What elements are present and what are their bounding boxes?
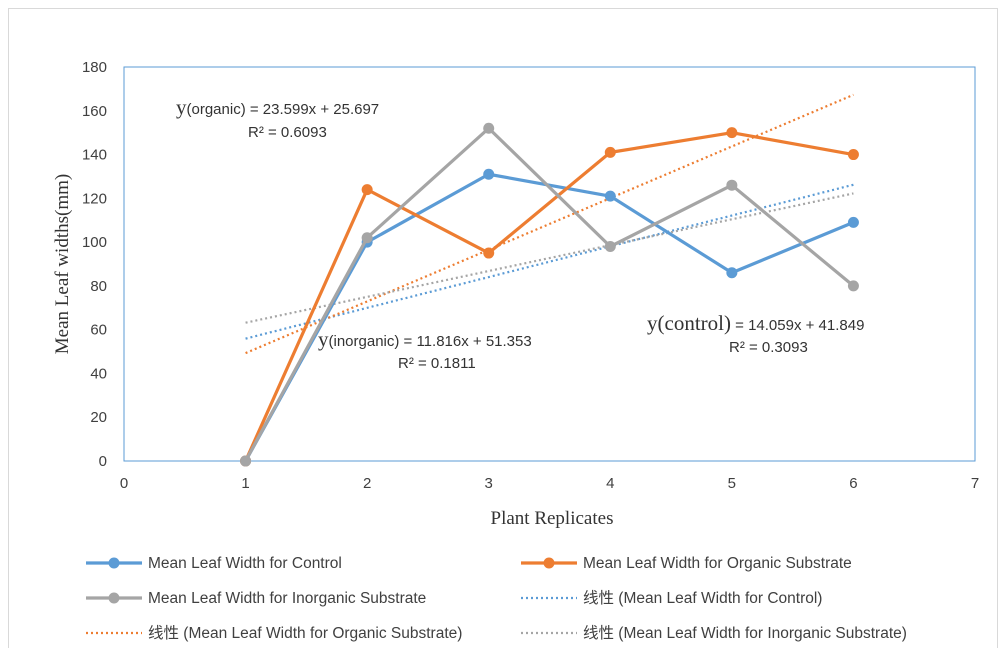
data-point	[483, 168, 495, 180]
data-point	[726, 127, 738, 139]
legend-label: 线性 (Mean Leaf Width for Control)	[583, 589, 822, 607]
y-tick-label: 40	[90, 365, 107, 382]
data-point	[604, 190, 616, 202]
y-tick-label: 140	[82, 147, 107, 164]
legend-label: Mean Leaf Width for Control	[148, 555, 342, 572]
x-tick-label: 3	[485, 475, 493, 492]
data-point	[361, 232, 373, 244]
x-tick-label: 5	[728, 475, 736, 492]
control-r2: R² = 0.3093	[729, 339, 808, 356]
organic-equation: y(organic) = 23.599x + 25.697	[176, 95, 379, 119]
x-tick-label: 7	[971, 475, 979, 492]
y-tick-label: 120	[82, 190, 107, 207]
x-tick-label: 4	[606, 475, 614, 492]
series-line	[244, 131, 854, 462]
legend-item: Mean Leaf Width for Inorganic Substrate	[86, 590, 426, 607]
legend-label: Mean Leaf Width for Organic Substrate	[583, 555, 852, 572]
inorganic-equation: y(inorganic) = 11.816x + 51.353	[318, 327, 532, 351]
x-tick-label: 1	[241, 475, 249, 492]
y-tick-label: 80	[90, 278, 107, 295]
data-point	[847, 149, 859, 161]
data-point	[483, 122, 495, 134]
data-point	[847, 216, 859, 228]
legend-label: Mean Leaf Width for Inorganic Substrate	[148, 590, 426, 607]
trendline	[245, 192, 854, 324]
chart-frame	[8, 8, 998, 648]
legend-item: 线性 (Mean Leaf Width for Organic Substrat…	[86, 624, 462, 642]
x-axis-title: Plant Replicates	[491, 508, 614, 529]
x-tick-label: 6	[849, 475, 857, 492]
y-tick-label: 60	[90, 322, 107, 339]
legend-item: 线性 (Mean Leaf Width for Control)	[521, 589, 822, 607]
legend-marker	[543, 557, 555, 569]
data-point	[240, 455, 252, 467]
data-point	[483, 247, 495, 259]
organic-r2: R² = 0.6093	[248, 124, 327, 141]
y-tick-label: 180	[82, 59, 107, 76]
legend-item: 线性 (Mean Leaf Width for Inorganic Substr…	[521, 624, 907, 642]
y-tick-label: 100	[82, 234, 107, 251]
data-point	[361, 184, 373, 196]
data-point	[847, 280, 859, 292]
legend: Mean Leaf Width for Control Mean Leaf Wid…	[86, 555, 907, 642]
data-point	[726, 267, 738, 279]
series-line	[244, 126, 855, 462]
data-point	[726, 179, 738, 191]
data-point	[604, 240, 616, 252]
legend-marker	[108, 557, 120, 569]
y-tick-label: 20	[90, 409, 107, 426]
trendline	[245, 93, 854, 355]
legend-marker	[108, 592, 120, 604]
data-point	[604, 146, 616, 158]
x-tick-label: 0	[120, 475, 128, 492]
legend-label: 线性 (Mean Leaf Width for Inorganic Substr…	[583, 624, 907, 642]
legend-item: Mean Leaf Width for Control	[86, 555, 342, 572]
control-equation: y(control) = 14.059x + 41.849	[647, 311, 864, 335]
legend-label: 线性 (Mean Leaf Width for Organic Substrat…	[148, 624, 462, 642]
legend-item: Mean Leaf Width for Organic Substrate	[521, 555, 852, 572]
plot-area	[123, 66, 976, 462]
y-tick-label: 0	[99, 453, 107, 470]
y-axis-title: Mean Leaf widths(mm)	[52, 174, 73, 354]
y-tick-label: 160	[82, 103, 107, 120]
x-tick-label: 2	[363, 475, 371, 492]
inorganic-r2: R² = 0.1811	[398, 355, 476, 372]
